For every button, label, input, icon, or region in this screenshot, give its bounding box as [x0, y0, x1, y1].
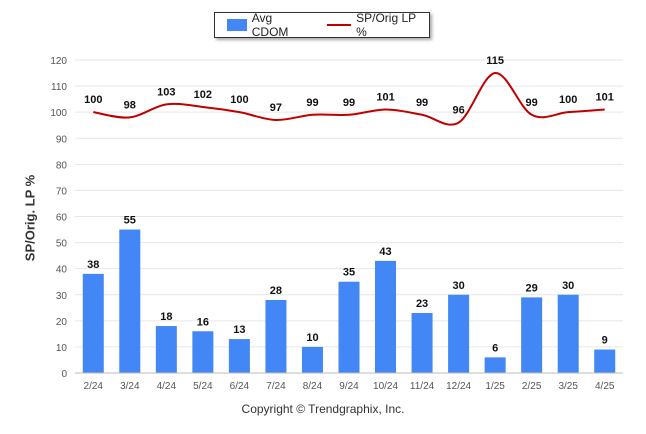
line-data-label: 97	[270, 102, 282, 114]
x-tick-label: 6/24	[230, 381, 250, 392]
y-tick-label: 30	[56, 291, 68, 302]
bar	[375, 260, 397, 373]
bar-data-label: 18	[160, 311, 172, 323]
y-tick-label: 20	[56, 317, 68, 328]
line-data-label: 96	[452, 105, 464, 117]
y-tick-label: 60	[56, 213, 68, 224]
line-data-label: 98	[124, 99, 136, 111]
bar	[557, 294, 579, 373]
bar-data-label: 29	[526, 282, 538, 294]
bar	[265, 299, 287, 373]
y-tick-label: 50	[56, 239, 68, 250]
bar-data-label: 28	[270, 285, 282, 297]
line-data-label: 99	[526, 97, 538, 109]
y-tick-label: 120	[50, 56, 67, 67]
x-tick-label: 10/24	[373, 381, 398, 392]
y-tick-label: 100	[50, 108, 67, 119]
bar-data-label: 16	[197, 316, 209, 328]
legend-item-splp[interactable]: SP/Orig LP %	[311, 11, 429, 39]
legend-swatch-bar	[227, 19, 247, 31]
bar	[155, 326, 177, 373]
x-tick-label: 1/25	[485, 381, 505, 392]
x-tick-label: 4/24	[157, 381, 177, 392]
bar	[521, 297, 543, 373]
line-data-label: 115	[486, 55, 504, 67]
y-tick-label: 80	[56, 160, 68, 171]
x-tick-label: 3/24	[120, 381, 140, 392]
line-data-label: 99	[306, 97, 318, 109]
legend-label-cdom: Avg CDOM	[251, 11, 289, 39]
x-tick-label: 3/25	[558, 381, 578, 392]
line-data-label: 99	[416, 97, 428, 109]
copyright-text: Copyright © Trendgraphix, Inc.	[241, 402, 405, 416]
x-tick-label: 12/24	[446, 381, 471, 392]
y-tick-label: 0	[61, 369, 67, 380]
bar-data-label: 9	[602, 335, 608, 347]
bar-data-label: 35	[343, 267, 355, 279]
bar	[594, 349, 616, 373]
bar	[484, 357, 506, 373]
x-tick-label: 9/24	[339, 381, 359, 392]
bar-data-label: 43	[379, 246, 391, 258]
bar	[338, 281, 360, 373]
y-tick-label: 10	[56, 343, 68, 354]
bar	[82, 273, 104, 373]
line-data-label: 101	[596, 92, 614, 104]
x-tick-label: 2/24	[84, 381, 104, 392]
line-data-label: 102	[194, 89, 212, 101]
bar	[228, 339, 250, 373]
line-data-label: 99	[343, 97, 355, 109]
y-tick-label: 70	[56, 186, 68, 197]
bar-data-label: 30	[562, 280, 574, 292]
x-tick-label: 7/24	[266, 381, 286, 392]
x-tick-label: 2/25	[522, 381, 542, 392]
y-tick-label: 40	[56, 265, 68, 276]
x-tick-label: 11/24	[410, 381, 435, 392]
line-data-label: 100	[230, 94, 248, 106]
legend: Avg CDOM SP/Orig LP %	[214, 11, 430, 39]
bar	[448, 294, 470, 373]
line-data-label: 100	[559, 94, 577, 106]
bar	[301, 346, 323, 373]
bar	[119, 229, 141, 373]
line-series-sp-orig-lp	[93, 72, 605, 126]
legend-item-cdom[interactable]: Avg CDOM	[215, 11, 311, 39]
y-tick-label: 90	[56, 134, 68, 145]
line-data-label: 100	[84, 94, 102, 106]
line-data-label: 103	[157, 86, 175, 98]
bar-data-label: 6	[492, 342, 498, 354]
line-data-label: 101	[376, 92, 394, 104]
x-tick-label: 4/25	[595, 381, 615, 392]
y-tick-label: 110	[51, 82, 67, 93]
legend-label-splp: SP/Orig LP %	[356, 11, 416, 39]
bar-data-label: 38	[87, 259, 99, 271]
bar-data-label: 30	[452, 280, 464, 292]
bar-data-label: 10	[306, 332, 318, 344]
bar-data-label: 55	[124, 215, 136, 227]
legend-swatch-line	[327, 24, 352, 26]
bar	[192, 331, 214, 373]
bar-data-label: 13	[233, 324, 245, 336]
x-tick-label: 5/24	[193, 381, 213, 392]
bar-data-label: 23	[416, 298, 428, 310]
x-tick-label: 8/24	[303, 381, 323, 392]
bar	[411, 313, 433, 373]
